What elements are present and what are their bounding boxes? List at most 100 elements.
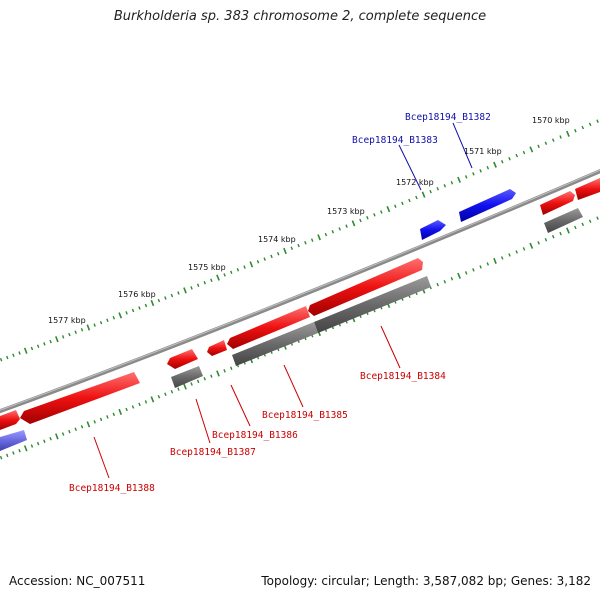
inner-track-tick xyxy=(500,256,504,260)
inner-track-tick xyxy=(230,366,233,370)
outer-track-tick xyxy=(544,141,548,145)
kbp-label-1574: 1574 kbp xyxy=(258,235,296,244)
outer-track-tick xyxy=(276,251,280,256)
outer-track-tick xyxy=(170,293,174,298)
outer-track-tick xyxy=(464,175,468,179)
genome-summary-text: Topology: circular; Length: 3,587,082 bp… xyxy=(261,574,591,588)
outer-track-tick xyxy=(55,336,59,343)
outer-track-tick xyxy=(479,169,482,173)
gene-label-b1382[interactable]: Bcep18194_B1382 xyxy=(405,112,491,123)
gene-bcep18194-b1387[interactable] xyxy=(167,349,198,369)
inner-track-tick xyxy=(457,272,461,279)
inner-track-tick xyxy=(144,400,148,404)
inner-track-tick xyxy=(515,250,518,254)
inner-track-tick xyxy=(486,262,490,266)
outer-track-tick xyxy=(351,220,356,227)
gene-bcep18194-b1388[interactable] xyxy=(20,372,140,424)
gene-label-b1386[interactable]: Bcep18194_B1386 xyxy=(212,430,298,441)
cds-block-1 xyxy=(544,208,583,233)
inner-track-tick xyxy=(216,370,220,377)
inner-track-tick xyxy=(464,271,468,275)
gene-bcep18194-b1383[interactable] xyxy=(420,220,446,240)
gene-red-far-right-1[interactable] xyxy=(540,191,575,215)
leader-b1386 xyxy=(230,384,251,427)
gene-label-b1385[interactable]: Bcep18194_B1385 xyxy=(262,410,348,421)
outer-track-tick xyxy=(118,312,123,319)
outer-track-tick xyxy=(43,342,46,346)
leader-b1383 xyxy=(398,144,422,191)
inner-track-tick xyxy=(450,277,454,281)
leader-b1382 xyxy=(452,122,473,169)
outer-track-tick xyxy=(230,270,233,275)
inner-track-tick xyxy=(436,282,439,287)
outer-track-tick xyxy=(345,224,348,228)
outer-track-tick xyxy=(157,298,161,303)
inner-track-tick xyxy=(210,374,213,378)
outer-track-tick xyxy=(366,215,369,220)
inner-track-tick xyxy=(508,253,511,257)
outer-track-tick xyxy=(68,332,71,337)
gene-bcep18194-b1386[interactable] xyxy=(207,340,227,356)
gene-label-b1387[interactable]: Bcep18194_B1387 xyxy=(170,447,256,458)
cds-block-3 xyxy=(232,322,318,366)
inner-track-tick xyxy=(99,417,103,422)
gene-bcep18194-b1384[interactable] xyxy=(308,258,423,316)
gene-label-b1388[interactable]: Bcep18194_B1388 xyxy=(69,483,155,494)
outer-track-tick xyxy=(486,166,490,170)
kbp-label-1572: 1572 kbp xyxy=(396,178,434,187)
outer-track-tick xyxy=(515,153,519,158)
inner-track-tick xyxy=(566,227,570,234)
outer-track-tick xyxy=(317,234,321,241)
gene-label-b1383[interactable]: Bcep18194_B1383 xyxy=(352,135,438,146)
inner-track-tick xyxy=(196,379,200,384)
inner-track-tick xyxy=(551,234,555,239)
inner-track-tick xyxy=(472,268,475,272)
outer-track-tick xyxy=(49,339,52,344)
inner-track-tick xyxy=(203,377,206,381)
outer-track-tick xyxy=(436,186,439,191)
outer-track-tick xyxy=(500,160,504,164)
kbp-label-1570: 1570 kbp xyxy=(532,116,570,125)
outer-track-tick xyxy=(138,306,141,310)
cds-block-2 xyxy=(314,276,431,333)
kbp-label-1573: 1573 kbp xyxy=(327,207,365,216)
inner-track-tick xyxy=(0,455,3,460)
outer-track-tick xyxy=(125,311,128,315)
outer-track-tick xyxy=(529,146,534,153)
outer-track-tick xyxy=(6,355,9,360)
inner-track-tick xyxy=(43,439,46,443)
kbp-label-1577: 1577 kbp xyxy=(48,316,86,325)
outer-track-tick xyxy=(112,316,116,320)
outer-track-tick xyxy=(223,273,226,277)
gene-bcep18194-b1385[interactable] xyxy=(227,306,310,349)
gene-red-left-edge[interactable] xyxy=(0,410,20,430)
outer-track-tick xyxy=(283,247,287,255)
outer-track-tick xyxy=(493,161,497,168)
inner-track-tick xyxy=(170,389,174,394)
inner-track-tick xyxy=(118,408,123,415)
outer-track-tick xyxy=(290,246,294,251)
inner-track-tick xyxy=(588,219,592,223)
gene-red-far-right-2[interactable] xyxy=(575,178,600,200)
gene-bcep18194-b1382[interactable] xyxy=(459,189,516,222)
inner-track-tick xyxy=(18,448,21,453)
outer-track-tick xyxy=(421,191,426,198)
outer-track-tick xyxy=(106,318,109,322)
outer-track-tick xyxy=(522,150,526,155)
outer-track-tick xyxy=(131,308,135,313)
outer-track-tick xyxy=(574,128,577,133)
outer-track-tick xyxy=(324,232,328,237)
outer-track-tick xyxy=(144,303,148,308)
inner-track-tick xyxy=(493,257,497,264)
kbp-label-1571: 1571 kbp xyxy=(464,147,502,156)
outer-track-tick xyxy=(359,218,362,223)
inner-track-tick xyxy=(537,241,540,245)
outer-track-tick xyxy=(270,254,273,259)
inner-track-tick xyxy=(138,402,141,407)
gene-label-b1384[interactable]: Bcep18194_B1384 xyxy=(360,371,446,382)
inner-track-tick xyxy=(49,437,52,441)
outer-track-tick xyxy=(164,296,167,300)
inner-track-tick xyxy=(125,407,128,412)
